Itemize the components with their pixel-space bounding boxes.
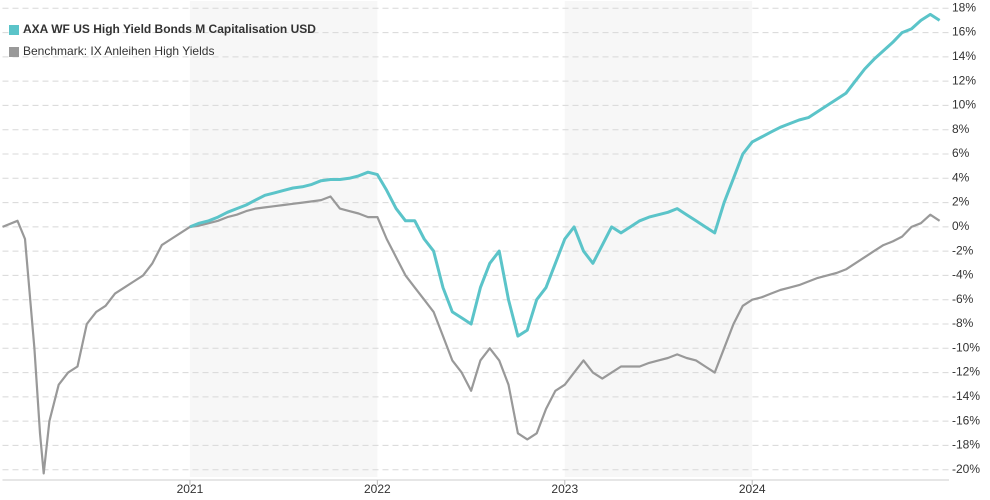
legend-label: Benchmark: IX Anleihen High Yields xyxy=(23,44,214,58)
y-tick-label: 6% xyxy=(952,146,970,160)
y-tick-label: 4% xyxy=(952,170,970,184)
y-tick-label: 8% xyxy=(952,122,970,136)
y-tick-label: 2% xyxy=(952,195,970,209)
series-line xyxy=(189,12,941,338)
y-tick-label: -8% xyxy=(952,316,974,330)
y-tick-label: -16% xyxy=(952,413,980,427)
x-tick-label: 2023 xyxy=(551,482,578,496)
x-tick-label: 2022 xyxy=(364,482,391,496)
y-tick-label: 12% xyxy=(952,73,976,87)
legend-swatch xyxy=(9,47,19,57)
year-band xyxy=(564,1,753,477)
y-tick-label: -12% xyxy=(952,365,980,379)
y-tick-label: -14% xyxy=(952,389,980,403)
y-tick-label: -4% xyxy=(952,268,974,282)
y-tick-label: -2% xyxy=(952,243,974,257)
y-tick-label: 0% xyxy=(952,219,970,233)
y-tick-label: 16% xyxy=(952,25,976,39)
y-tick-label: 18% xyxy=(952,0,976,14)
y-tick-label: -6% xyxy=(952,292,974,306)
y-tick-label: -10% xyxy=(952,340,980,354)
y-tick-label: -18% xyxy=(952,438,980,452)
y-tick-label: 14% xyxy=(952,49,976,63)
y-tick-label: -20% xyxy=(952,462,980,476)
legend-swatch xyxy=(9,25,19,35)
series-line xyxy=(2,195,941,475)
x-tick-label: 2021 xyxy=(177,482,204,496)
legend-label: AXA WF US High Yield Bonds M Capitalisat… xyxy=(23,22,316,36)
year-band xyxy=(189,1,378,477)
x-tick-label: 2024 xyxy=(739,482,766,496)
y-tick-label: 10% xyxy=(952,98,976,112)
